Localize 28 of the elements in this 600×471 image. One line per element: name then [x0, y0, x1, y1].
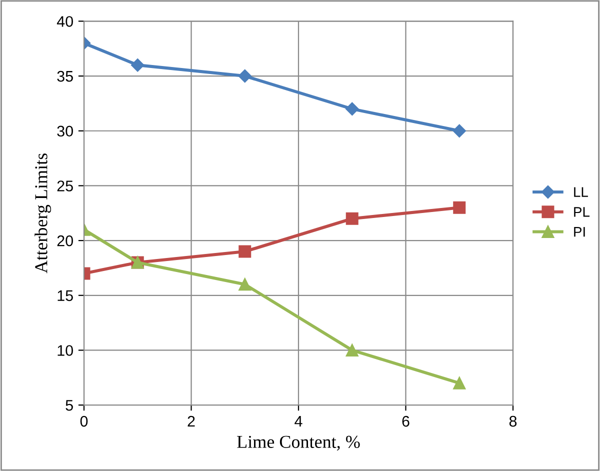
x-tick-label: 8: [509, 416, 517, 427]
point: [453, 376, 466, 390]
point: [452, 124, 466, 138]
y-tick-label: 10: [58, 345, 73, 356]
point: [238, 278, 252, 291]
x-tick-label: 4: [294, 416, 302, 427]
legend-label: PI: [574, 227, 585, 237]
x-axis-title: Lime Content, %: [237, 436, 360, 451]
y-tick-label: 40: [56, 16, 73, 27]
y-tick-label: 25: [57, 180, 73, 192]
y-tick-label: 20: [57, 235, 73, 246]
y-tick-label: 30: [57, 126, 73, 137]
point: [346, 102, 359, 116]
point: [346, 344, 358, 356]
point: [453, 201, 466, 214]
y-tick-label: 35: [57, 70, 73, 82]
legend-label: PL: [574, 207, 590, 217]
point: [238, 245, 252, 258]
point: [346, 212, 358, 225]
x-tick-label: 2: [188, 416, 195, 427]
legend-label: LL: [574, 187, 588, 197]
y-axis-title: Atterberg Limits: [34, 154, 52, 274]
point: [131, 58, 144, 72]
y-tick-label: 5: [66, 400, 73, 411]
x-tick-label: 0: [80, 416, 88, 427]
point: [238, 69, 252, 83]
y-tick-label: 15: [58, 290, 73, 302]
x-tick-label: 6: [402, 416, 410, 427]
